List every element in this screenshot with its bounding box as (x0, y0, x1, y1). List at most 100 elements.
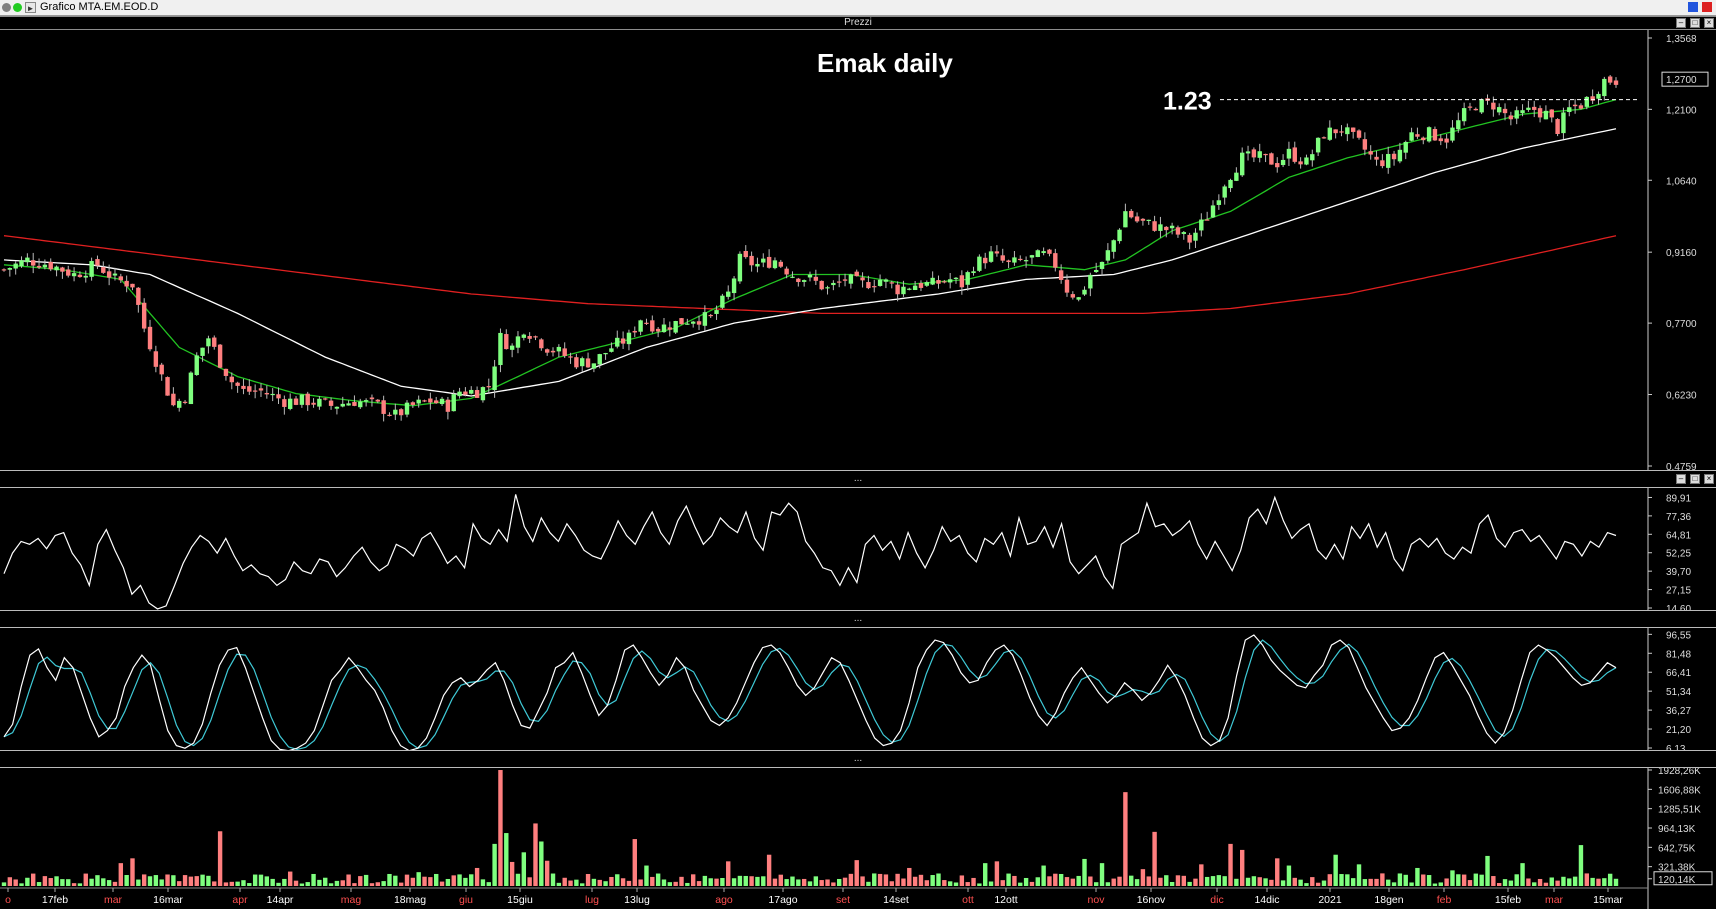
close-dot-icon[interactable] (2, 3, 11, 12)
volume-bar (831, 882, 836, 886)
x-tick-label: mar (1545, 894, 1564, 906)
volume-bar (1368, 878, 1373, 886)
candle-body (1099, 261, 1105, 269)
candle-body (1450, 127, 1455, 141)
candle-body (147, 326, 153, 350)
y-tick-label: 1285,51K (1658, 805, 1701, 816)
candle-body (696, 321, 702, 325)
volume-bar (258, 874, 264, 886)
volume-bar (1193, 878, 1198, 886)
volume-bar (270, 878, 275, 886)
volume-bar (1421, 874, 1426, 886)
volume-bar (936, 873, 941, 886)
candle-body (416, 399, 421, 404)
candle-body (469, 389, 474, 394)
candle-body (515, 336, 521, 348)
volume-bar (907, 867, 912, 886)
candle-body (1461, 108, 1467, 122)
candle-body (1409, 132, 1414, 141)
candle-body (363, 400, 369, 402)
volume-bar (1041, 865, 1046, 886)
candle-body (690, 321, 696, 324)
restore-icon[interactable] (1688, 2, 1698, 12)
candle-body (743, 250, 748, 258)
candle-body (1234, 172, 1239, 181)
volume-bar (147, 876, 153, 886)
volume-bar (299, 883, 305, 886)
volume-bar (451, 875, 456, 886)
candle-body (866, 282, 871, 289)
candle-body (971, 271, 976, 274)
volume-bar (1362, 879, 1368, 886)
volume-bar (1146, 876, 1151, 886)
volume-bar (673, 881, 678, 886)
volume-bar (241, 880, 246, 886)
volume-bar (585, 874, 591, 886)
volume-bar (837, 878, 842, 886)
x-tick-label: mar (104, 894, 123, 906)
volume-bar (661, 879, 667, 886)
volume-bar (48, 878, 53, 886)
volume-bar (19, 883, 24, 886)
volume-bar (521, 852, 527, 886)
candle-body (1315, 137, 1321, 153)
close-icon[interactable] (1702, 2, 1712, 12)
x-tick-label: 17feb (42, 894, 68, 906)
candle-body (1199, 219, 1204, 231)
stochastic-chart[interactable]: 96,55 81,48 66,41 51,34 36,27 21,20 6,13 (0, 628, 1716, 750)
candle-body (626, 332, 632, 345)
oscillator-chart[interactable]: 89,91 77,36 64,81 52,25 39,70 27,15 14,60 (0, 488, 1716, 610)
candle-body (264, 392, 270, 395)
candle-body (772, 260, 778, 269)
stochastic-panel-header: ... (0, 610, 1716, 628)
candle-body (393, 409, 398, 415)
candle-body (1023, 260, 1029, 262)
volume-bar (177, 881, 182, 886)
volume-bar (118, 863, 124, 886)
ma-short-line (3, 98, 1617, 407)
volume-bar (1496, 883, 1502, 886)
candle-body (1549, 109, 1554, 118)
x-tick-label: 14set (883, 894, 909, 906)
volume-bar (784, 879, 789, 886)
stochastic-d-line (3, 639, 1617, 750)
candle-body (439, 398, 445, 405)
play-arrow-icon[interactable]: ► (25, 2, 36, 13)
panel-max-button[interactable]: □ (1690, 474, 1700, 484)
panel-separator[interactable]: ... (853, 613, 863, 624)
x-tick-label: feb (1437, 894, 1452, 906)
candle-body (755, 263, 760, 267)
volume-chart[interactable]: 1928,26K 1606,88K 1285,51K 964,13K 642,75K 32… (0, 768, 1716, 909)
volume-bar (188, 876, 194, 886)
candle-body (1339, 131, 1344, 133)
candle-body (182, 401, 188, 403)
x-tick-label: dic (1210, 894, 1223, 906)
candle-body (895, 284, 900, 295)
panel-separator[interactable]: ... (853, 473, 863, 484)
volume-bar (428, 877, 433, 886)
volume-bar (872, 873, 877, 886)
volume-bar (492, 843, 497, 886)
panel-separator[interactable]: ... (853, 753, 863, 764)
volume-bar (1426, 875, 1432, 886)
status-dot-icon[interactable] (13, 3, 22, 12)
panel-close-button[interactable]: × (1704, 474, 1714, 484)
volume-bar (1140, 869, 1146, 886)
candle-body (1438, 138, 1443, 142)
panel-max-button[interactable]: □ (1690, 18, 1700, 28)
panel-close-button[interactable]: × (1704, 18, 1714, 28)
y-tick-label: 64,81 (1666, 530, 1691, 541)
candle-body (568, 356, 573, 358)
candle-body (1187, 234, 1192, 243)
volume-bar (130, 858, 135, 886)
price-chart[interactable]: 1,3568 1,2100 1,0640 0,9160 0,7700 0,6230 0,47… (0, 30, 1716, 470)
panel-min-button[interactable]: – (1676, 474, 1686, 484)
volume-bar (1245, 877, 1251, 886)
candle-body (1204, 219, 1210, 221)
volume-bar (1438, 882, 1443, 886)
candle-body (784, 268, 789, 275)
y-tick-label: 21,20 (1666, 725, 1691, 736)
panel-min-button[interactable]: – (1676, 18, 1686, 28)
y-tick-label: 27,15 (1666, 586, 1691, 597)
volume-bar (679, 876, 684, 886)
